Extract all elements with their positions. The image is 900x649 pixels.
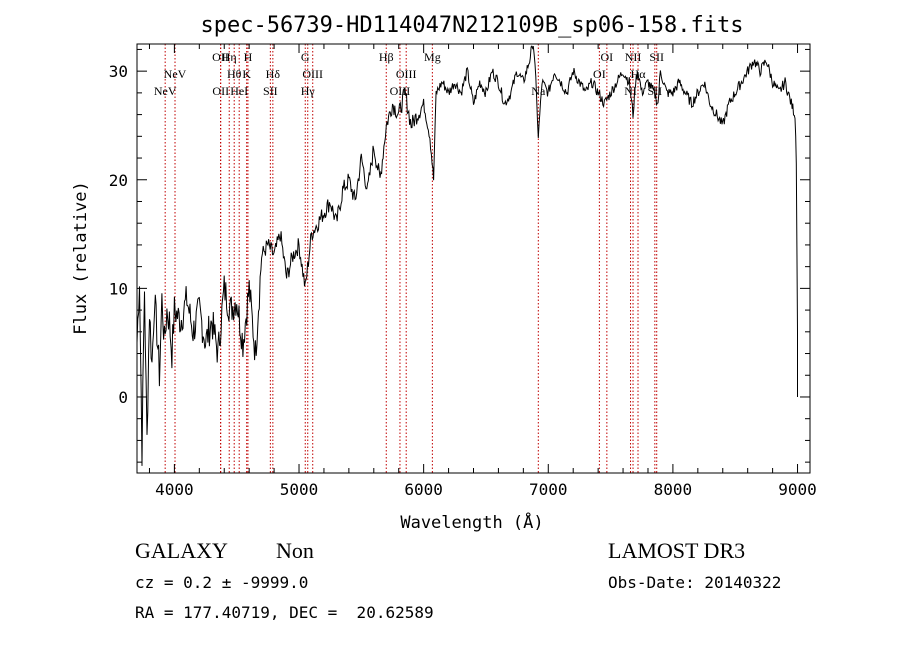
y-axis-ticks: 0 10 20 30: [109, 48, 810, 463]
line-label-7: H: [244, 50, 253, 64]
line-label-10: SII: [263, 84, 278, 98]
line-label-15: OIII: [396, 67, 417, 81]
line-label-11: G: [301, 50, 310, 64]
survey-label: LAMOST DR3: [608, 538, 746, 563]
line-label-14: Hβ: [379, 50, 394, 64]
obs-date: Obs-Date: 20140322: [608, 573, 782, 592]
x-tick-label-7000: 7000: [529, 480, 568, 499]
line-label-20: OI: [593, 67, 606, 81]
class-label: GALAXY: [135, 538, 228, 563]
y-tick-label-20: 20: [109, 171, 128, 190]
line-label-4: Hη: [222, 50, 237, 64]
coordinates-readout: RA = 177.40719, DEC = 20.62589: [135, 603, 434, 622]
line-label-13: Hγ: [301, 84, 316, 98]
line-label-5: Hθ: [227, 67, 242, 81]
y-axis-label: Flux (relative): [71, 181, 91, 335]
x-axis-label: Wavelength (Å): [400, 511, 543, 533]
line-label-21: NII: [625, 50, 642, 64]
line-label-6: HeI: [230, 84, 248, 98]
line-label-8: K: [242, 67, 251, 81]
line-markers: [164, 44, 658, 473]
x-tick-label-6000: 6000: [404, 480, 443, 499]
cz-readout: cz = 0.2 ± -9999.0: [135, 573, 309, 592]
x-axis-ticks: 4000 5000 6000 7000 8000 9000: [148, 44, 817, 499]
line-label-3: OII: [212, 84, 229, 98]
line-label-12: OIII: [302, 67, 323, 81]
x-tick-label-4000: 4000: [155, 480, 194, 499]
y-tick-label-0: 0: [118, 388, 128, 407]
line-label-1: NeV: [164, 67, 187, 81]
subclass-label: Non: [276, 538, 314, 563]
x-tick-label-8000: 8000: [654, 480, 693, 499]
y-tick-label-30: 30: [109, 62, 128, 81]
line-label-9: Hδ: [266, 67, 281, 81]
chart-title: spec-56739-HD114047N212109B_sp06-158.fit…: [200, 13, 743, 38]
x-tick-label-9000: 9000: [778, 480, 817, 499]
line-label-0: NeV: [154, 84, 177, 98]
x-tick-label-5000: 5000: [280, 480, 319, 499]
line-label-2: OII: [212, 50, 229, 64]
line-label-18: Na: [531, 84, 546, 98]
line-label-22: SII: [649, 50, 664, 64]
line-label-19: OI: [601, 50, 614, 64]
plot-frame: [136, 43, 811, 474]
line-label-16: OIII: [390, 84, 411, 98]
line-label-17: Mg: [424, 50, 441, 64]
spectrum-line: [136, 45, 798, 466]
y-tick-label-10: 10: [109, 279, 128, 298]
